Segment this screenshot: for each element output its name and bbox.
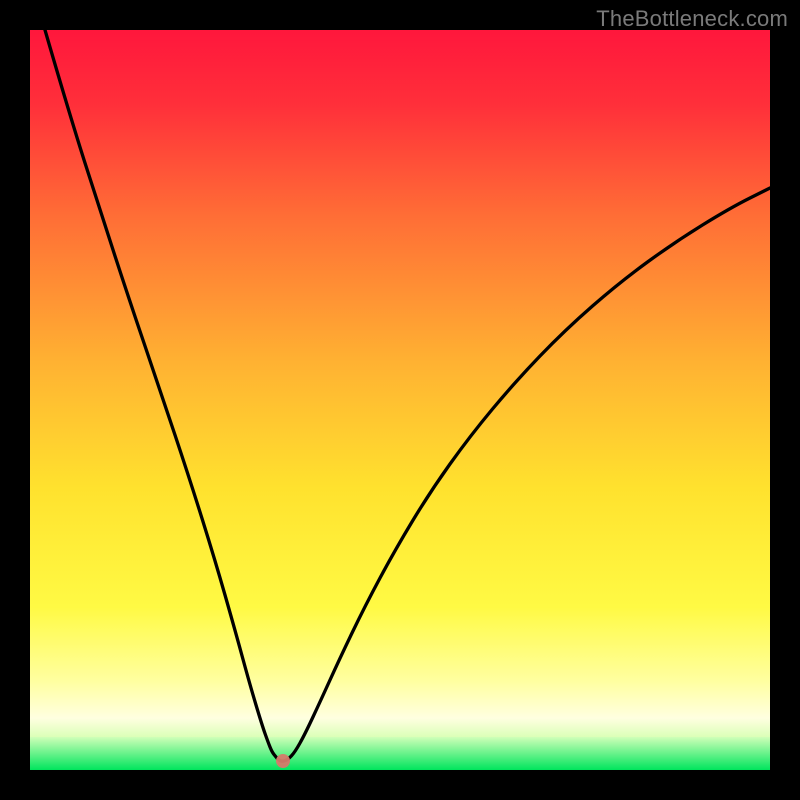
watermark-text: TheBottleneck.com: [596, 6, 788, 32]
curve-layer: [30, 30, 770, 770]
bottleneck-curve: [45, 30, 770, 761]
plot-area: [30, 30, 770, 770]
optimum-marker: [276, 754, 290, 768]
